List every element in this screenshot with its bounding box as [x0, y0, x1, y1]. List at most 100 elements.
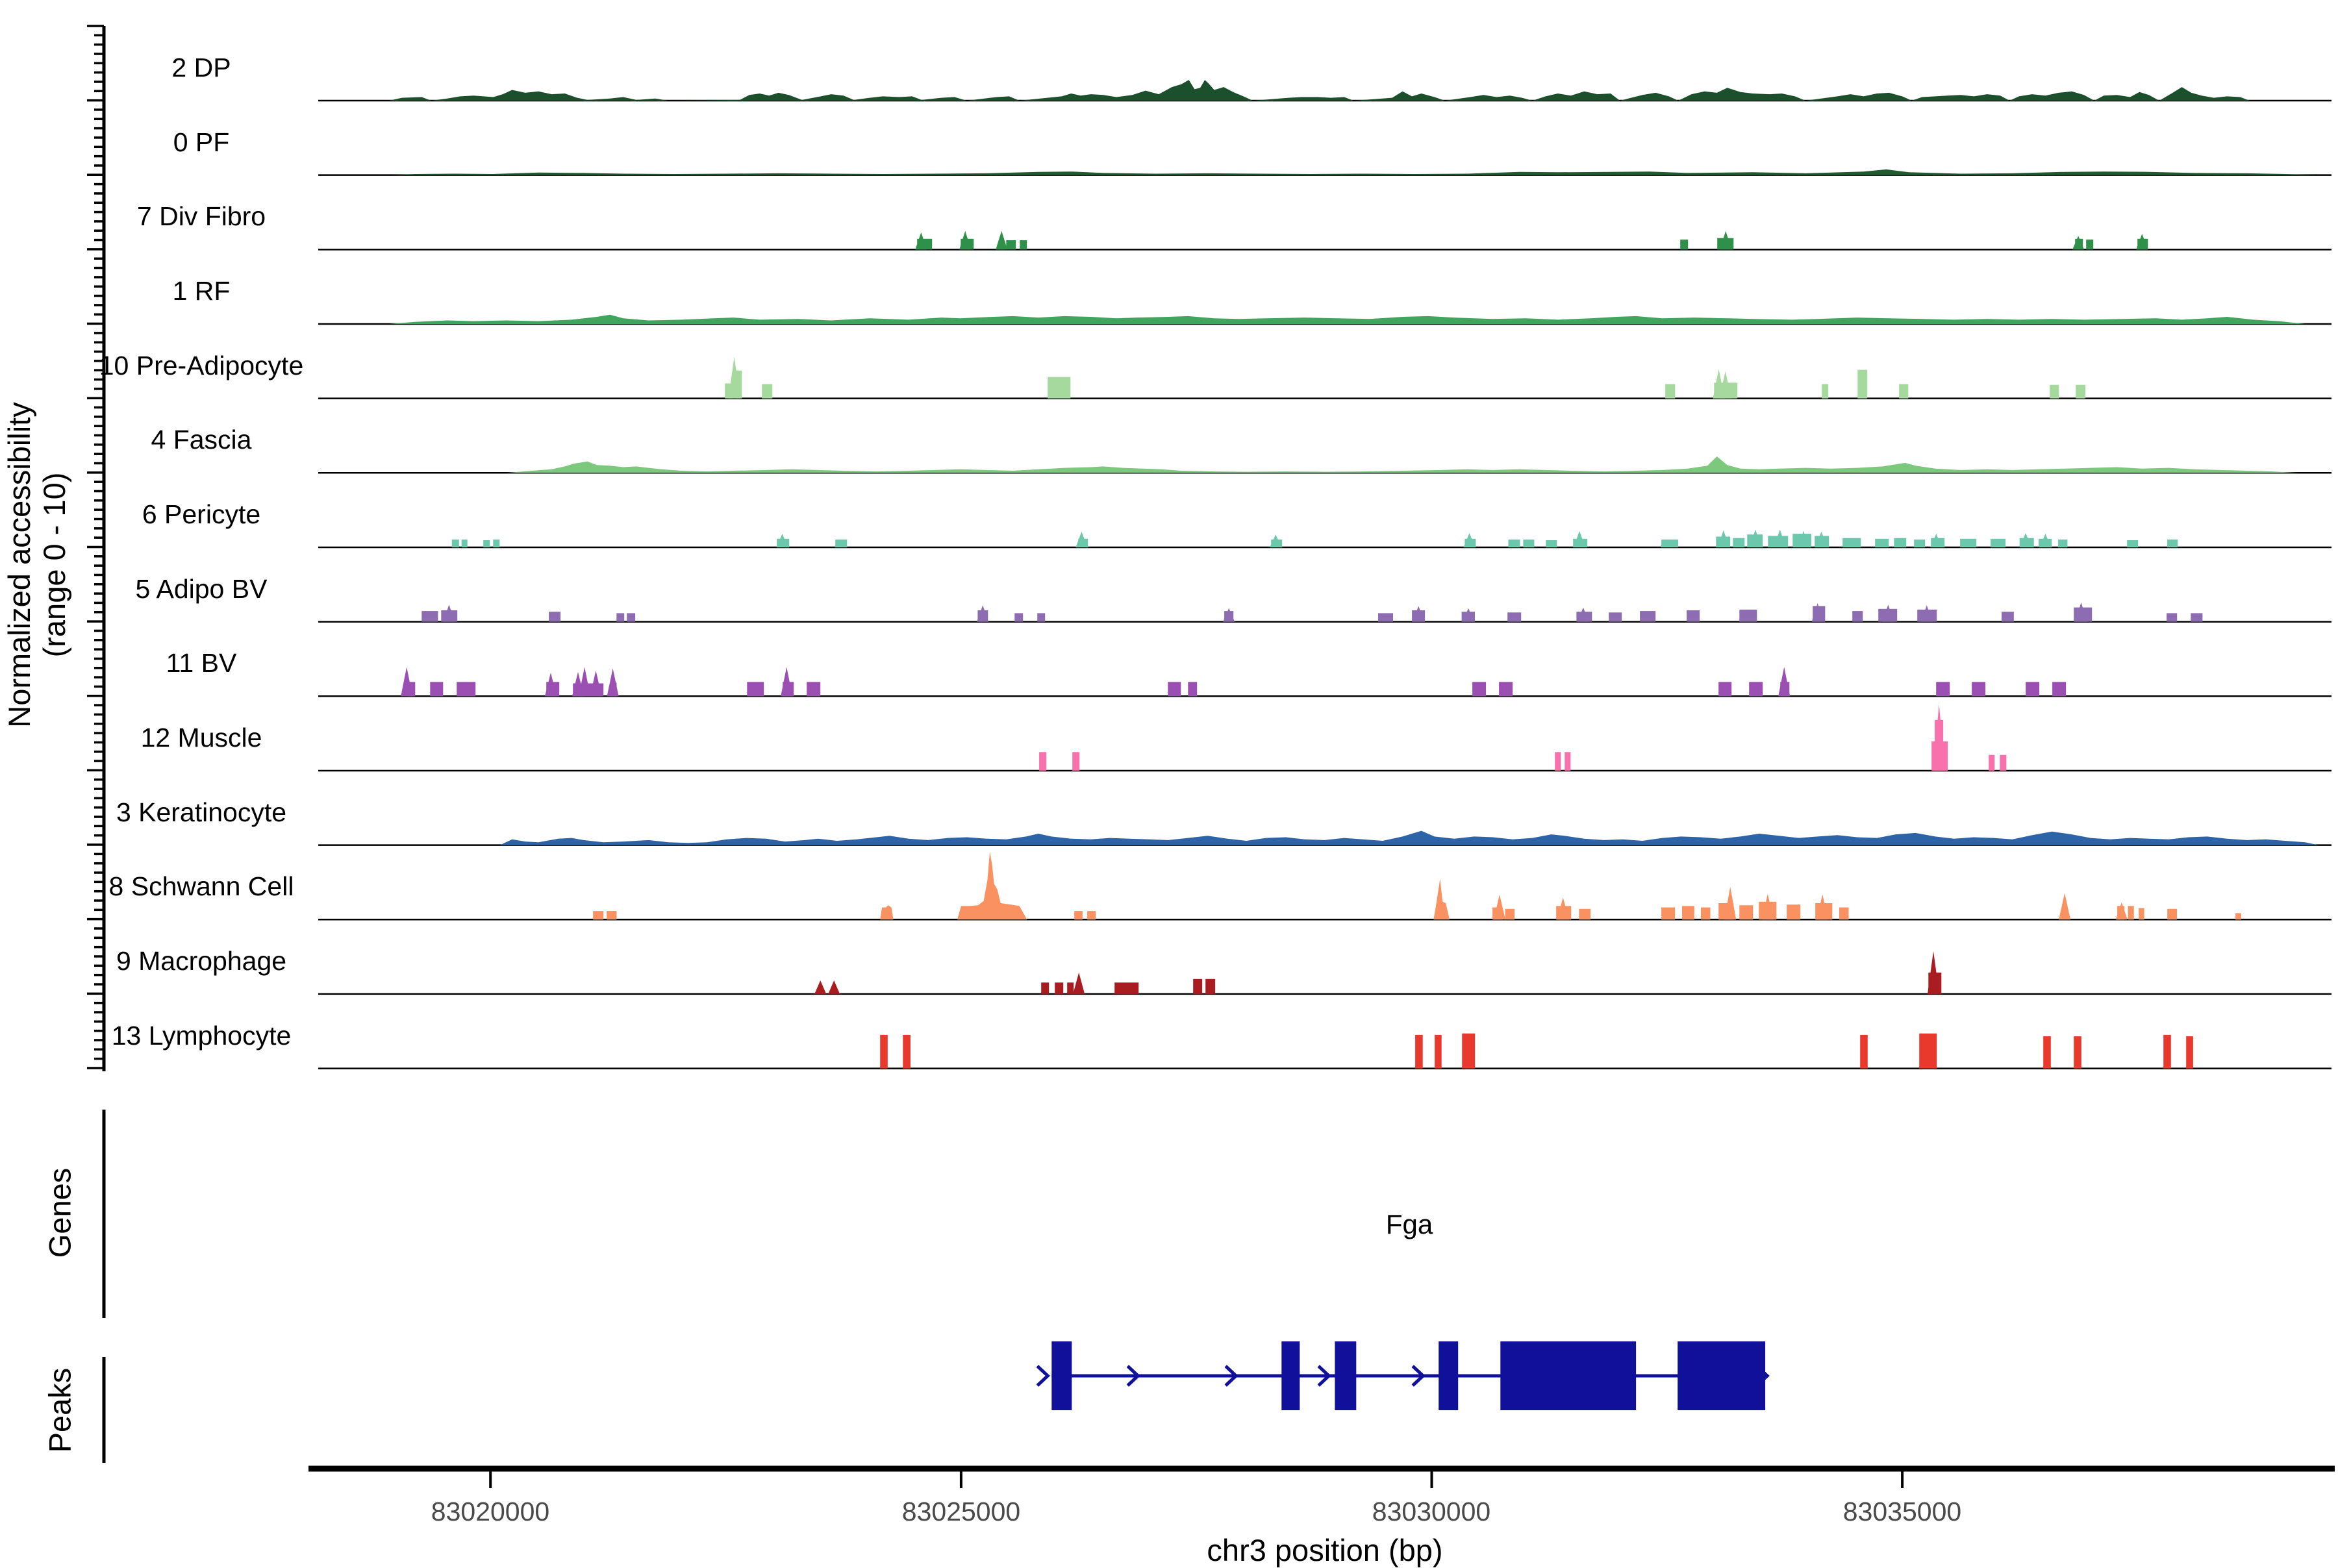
track-peak-6-pericyte — [451, 539, 459, 547]
track-peak-7-div-fibro — [1006, 240, 1016, 250]
track-peak-8-schwann-cell — [1739, 905, 1754, 920]
track-peak-9-macrophage — [1205, 978, 1216, 994]
track-label-2-dp: 2 DP — [171, 53, 231, 82]
track-spike-5-adipo-bv — [977, 605, 989, 622]
track-peak-10-pre-adipocyte — [736, 370, 742, 399]
track-spike-6-pericyte — [1717, 530, 1729, 547]
track-spike-11-bv — [590, 670, 602, 697]
track-peak-7-div-fibro — [2086, 239, 2094, 250]
track-peak-10-pre-adipocyte — [1822, 384, 1829, 399]
track-peak-8-schwann-cell — [1661, 907, 1676, 920]
x-axis-title: chr3 position (bp) — [1207, 1533, 1443, 1567]
track-peak-5-adipo-bv — [1507, 612, 1522, 622]
track-peak-11-bv — [407, 682, 416, 697]
track-peak-6-pericyte — [483, 540, 490, 547]
track-peak-8-schwann-cell — [2128, 906, 2134, 920]
track-spike-6-pericyte — [2020, 533, 2031, 547]
track-peak-8-schwann-cell — [1787, 904, 1801, 920]
track-peak-8-schwann-cell — [1682, 906, 1694, 920]
track-peak-10-pre-adipocyte — [1048, 377, 1071, 399]
track-peak-5-adipo-bv — [2191, 613, 2203, 622]
genes-section-label: Genes — [42, 1167, 77, 1258]
track-spike-11-bv — [401, 667, 413, 697]
track-peak-11-bv — [1499, 682, 1513, 697]
y-axis-title-line2: (range 0 - 10) — [37, 472, 71, 658]
track-peak-13-lymphocyte — [1435, 1034, 1442, 1069]
track-label-12-muscle: 12 Muscle — [140, 722, 262, 753]
track-spike-9-macrophage — [1928, 951, 1939, 994]
track-peak-8-schwann-cell — [2167, 908, 2177, 920]
track-peak-6-pericyte — [2058, 539, 2068, 547]
track-spike-5-adipo-bv — [1413, 606, 1425, 622]
track-peak-8-schwann-cell — [2139, 908, 2144, 920]
track-label-4-fascia: 4 Fascia — [151, 425, 252, 455]
track-peak-5-adipo-bv — [421, 611, 438, 622]
track-peak-6-pericyte — [1508, 539, 1520, 547]
track-peak-11-bv — [747, 682, 764, 697]
track-peak-5-adipo-bv — [627, 613, 636, 622]
track-peak-8-schwann-cell — [1505, 908, 1515, 920]
track-spike-5-adipo-bv — [443, 604, 455, 622]
gene-exon — [1439, 1341, 1459, 1410]
track-peak-6-pericyte — [835, 539, 848, 547]
track-spike-8-schwann-cell — [1761, 893, 1774, 920]
track-peak-12-muscle — [1555, 752, 1561, 771]
track-spike-11-bv — [545, 673, 557, 697]
track-label-10-pre-adipocyte: 10 Pre-Adipocyte — [99, 350, 304, 380]
peaks-section-label: Peaks — [42, 1367, 77, 1453]
gene-exon — [1678, 1341, 1766, 1410]
track-peak-11-bv — [1168, 682, 1181, 697]
track-peak-6-pericyte — [1875, 538, 1889, 547]
track-peak-5-adipo-bv — [1609, 612, 1622, 622]
track-spike-7-div-fibro — [2072, 236, 2085, 250]
track-peak-6-pericyte — [1661, 539, 1678, 547]
track-peak-7-div-fibro — [1020, 240, 1027, 250]
track-label-3-keratinocyte: 3 Keratinocyte — [116, 797, 287, 827]
track-peak-13-lymphocyte — [903, 1034, 911, 1069]
track-peak-13-lymphocyte — [1860, 1034, 1868, 1069]
track-signal-3-keratinocyte — [499, 830, 2319, 845]
track-peak-8-schwann-cell — [1839, 907, 1849, 920]
track-peak-12-muscle — [1989, 754, 1995, 771]
track-peak-10-pre-adipocyte — [762, 384, 773, 399]
track-peak-5-adipo-bv — [1739, 609, 1757, 622]
track-peak-13-lymphocyte — [2163, 1034, 2171, 1069]
track-peak-10-pre-adipocyte — [1899, 384, 1909, 399]
track-peak-5-adipo-bv — [1687, 610, 1700, 622]
track-peak-6-pericyte — [461, 539, 468, 547]
track-spike-8-schwann-cell — [1494, 894, 1505, 920]
track-label-7-div-fibro: 7 Div Fibro — [136, 201, 266, 232]
track-spike-11-bv — [579, 667, 591, 697]
track-spike-5-adipo-bv — [1463, 608, 1474, 622]
track-spike-5-adipo-bv — [1811, 603, 1824, 622]
y-axis-title: Normalized accessibility (range 0 - 10) — [2, 402, 72, 728]
track-peak-12-muscle — [2000, 754, 2007, 771]
track-spike-5-adipo-bv — [1223, 608, 1235, 622]
track-peak-13-lymphocyte — [1919, 1033, 1937, 1069]
track-peak-5-adipo-bv — [2002, 612, 2014, 622]
gene-strand-arrow-icon — [1317, 1365, 1331, 1387]
track-peak-8-schwann-cell — [1701, 907, 1711, 920]
track-spike-11-bv — [781, 667, 793, 697]
track-spike-11-bv — [1778, 667, 1791, 697]
gene-strand-arrow-icon — [1411, 1365, 1426, 1387]
track-spike-7-div-fibro — [915, 232, 927, 250]
track-label-9-macrophage: 9 Macrophage — [116, 945, 287, 976]
track-spike-10-pre-adipocyte — [728, 356, 740, 399]
track-peak-11-bv — [1972, 682, 1986, 697]
track-spike-5-adipo-bv — [1920, 605, 1933, 622]
gene-exon — [1281, 1341, 1300, 1410]
track-label-1-rf: 1 RF — [172, 275, 231, 306]
track-peak-11-bv — [807, 682, 821, 697]
track-peak-6-pericyte — [1733, 538, 1745, 547]
track-spike-9-macrophage — [1073, 972, 1085, 994]
gene-strand-arrow-icon — [1036, 1365, 1050, 1387]
track-spike-7-div-fibro — [1720, 230, 1732, 250]
track-peak-9-macrophage — [1041, 982, 1050, 994]
track-peak-5-adipo-bv — [1014, 613, 1024, 622]
track-peak-9-macrophage — [1114, 982, 1139, 994]
track-peak-11-bv — [1749, 682, 1763, 697]
gene-name-label: Fga — [1385, 1209, 1433, 1239]
track-peak-6-pericyte — [1546, 540, 1557, 547]
